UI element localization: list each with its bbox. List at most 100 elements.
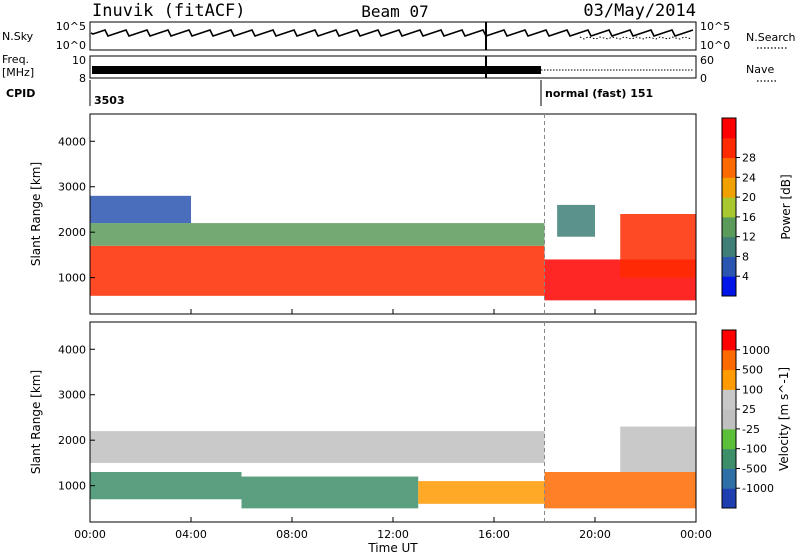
power-colorbar-cell — [722, 256, 736, 277]
freq-label: Freq. — [2, 53, 29, 66]
x-tick-label: 20:00 — [579, 528, 611, 541]
nsky-tick-top: 10^5 — [56, 20, 86, 33]
power-panel: 1000 2000 3000 4000 Slant Range [km] — [29, 113, 697, 315]
velocity-y-label: Slant Range [km] — [29, 370, 43, 474]
nsearch-trace — [579, 36, 693, 40]
velocity-band-0 — [90, 431, 545, 463]
freq-trace — [92, 66, 541, 74]
power-band-1 — [90, 223, 545, 246]
power-colorbar-tick-label: 16 — [742, 211, 756, 224]
velocity-x-axis: 00:00 04:00 08:00 12:00 16:00 20:00 00:00 — [74, 517, 712, 541]
velocity-colorbar-tick-label: 500 — [742, 364, 763, 377]
power-colorbar-cell — [722, 157, 736, 178]
beam-title: Beam 07 — [361, 2, 428, 21]
power-band-5 — [620, 214, 696, 278]
power-x-ticks — [89, 309, 697, 314]
power-colorbar: 4 8 12 16 20 24 28 Power [dB] — [721, 117, 793, 297]
cpid-segment-1: 3503 — [94, 94, 125, 107]
power-colorbar-cells — [722, 118, 736, 297]
velocity-colorbar-tick-label: -500 — [742, 462, 767, 475]
power-bands — [90, 195, 696, 301]
x-tick-label: 04:00 — [175, 528, 207, 541]
velocity-bands — [90, 426, 696, 509]
velocity-colorbar-tick-label: 1000 — [742, 344, 770, 357]
velocity-colorbar-cell — [722, 488, 736, 509]
velocity-colorbar-cell — [722, 389, 736, 410]
power-colorbar-ticks: 4 8 12 16 20 24 28 — [736, 152, 756, 283]
velocity-colorbar-cell — [722, 369, 736, 390]
nave-tick-top: 60 — [700, 54, 714, 67]
freq-tick-bottom: 8 — [79, 72, 86, 85]
power-colorbar-tick-label: 4 — [742, 270, 749, 283]
power-colorbar-cell — [722, 137, 736, 159]
velocity-band-3 — [418, 481, 545, 504]
velocity-y-tick-label: 1000 — [58, 480, 86, 493]
x-tick-label: 00:00 — [74, 528, 106, 541]
nsearch-label: N.Search — [746, 31, 796, 44]
nave-tick-bottom: 0 — [700, 72, 707, 85]
nsearch-tick-top: 10^5 — [700, 20, 730, 33]
velocity-colorbar: 1000 500 100 25 -25 -100 -500 -1000 Velocity [m… — [721, 329, 791, 509]
velocity-colorbar-tick-label: -100 — [742, 443, 767, 456]
freq-unit: [MHz] — [2, 66, 34, 79]
velocity-colorbar-ticks: 1000 500 100 25 -25 -100 -500 -1000 — [736, 344, 774, 495]
nsky-panel: N.Sky 10^5 10^0 10^5 10^0 N.Search — [2, 20, 796, 52]
velocity-band-1 — [90, 472, 242, 500]
x-axis-label: Time UT — [367, 541, 418, 554]
velocity-colorbar-cell — [722, 448, 736, 469]
nave-label: Nave — [746, 63, 774, 76]
power-colorbar-tick-label: 12 — [742, 231, 756, 244]
velocity-colorbar-tick-label: -25 — [742, 423, 760, 436]
power-colorbar-tick-label: 24 — [742, 171, 756, 184]
velocity-colorbar-cell — [722, 349, 736, 371]
date-title: 03/May/2014 — [583, 1, 696, 21]
power-band-4 — [557, 204, 595, 237]
velocity-colorbar-tick-label: 100 — [742, 383, 763, 396]
power-y-tick-label: 1000 — [58, 272, 86, 285]
x-tick-label: 16:00 — [478, 528, 510, 541]
velocity-band-2 — [241, 476, 419, 509]
power-colorbar-frame — [721, 117, 737, 297]
velocity-colorbar-cell — [722, 468, 736, 489]
velocity-colorbar-tick-label: 25 — [742, 403, 756, 416]
power-colorbar-cell — [722, 197, 736, 218]
nsearch-tick-bottom: 10^0 — [700, 39, 730, 52]
power-colorbar-tick-label: 20 — [742, 191, 756, 204]
x-tick-label: 12:00 — [377, 528, 409, 541]
velocity-band-4 — [544, 472, 696, 509]
cpid-label: CPID — [6, 87, 35, 100]
nsky-label: N.Sky — [2, 30, 34, 43]
power-band-2 — [90, 195, 191, 224]
velocity-colorbar-frame — [721, 329, 737, 509]
freq-panel: Freq. [MHz] 10 8 60 0 Nave — [2, 53, 778, 85]
power-colorbar-tick-label: 8 — [742, 250, 749, 263]
cpid-segment-2: normal (fast) 151 — [545, 87, 653, 100]
x-tick-label: 08:00 — [276, 528, 308, 541]
power-colorbar-cell — [722, 177, 736, 198]
power-y-label: Slant Range [km] — [29, 162, 43, 266]
power-colorbar-label: Power [dB] — [779, 174, 793, 239]
velocity-panel: 1000 2000 3000 4000 00:00 04:00 08:00 12:00 16:… — [29, 321, 712, 554]
velocity-colorbar-label: Velocity [m s^-1] — [777, 367, 791, 471]
nsky-trace — [90, 29, 694, 37]
freq-frame — [89, 55, 697, 79]
power-y-tick-label: 3000 — [58, 181, 86, 194]
velocity-colorbar-cell — [722, 409, 736, 430]
nsky-tick-bottom: 10^0 — [56, 39, 86, 52]
power-colorbar-cell — [722, 236, 736, 257]
power-colorbar-cell — [722, 276, 736, 297]
x-tick-label: 00:00 — [680, 528, 712, 541]
velocity-y-tick-label: 4000 — [58, 343, 86, 356]
velocity-band-5 — [620, 426, 696, 472]
velocity-colorbar-cells — [722, 330, 736, 509]
power-y-tick-label: 2000 — [58, 226, 86, 239]
freq-tick-top: 10 — [72, 54, 86, 67]
power-colorbar-tick-label: 28 — [742, 152, 756, 165]
power-y-tick-label: 4000 — [58, 135, 86, 148]
velocity-colorbar-cell — [722, 330, 736, 351]
velocity-y-axis: 1000 2000 3000 4000 — [58, 343, 95, 493]
power-colorbar-cell — [722, 118, 736, 139]
velocity-colorbar-cell — [722, 428, 736, 450]
velocity-colorbar-tick-label: -1000 — [742, 482, 774, 495]
